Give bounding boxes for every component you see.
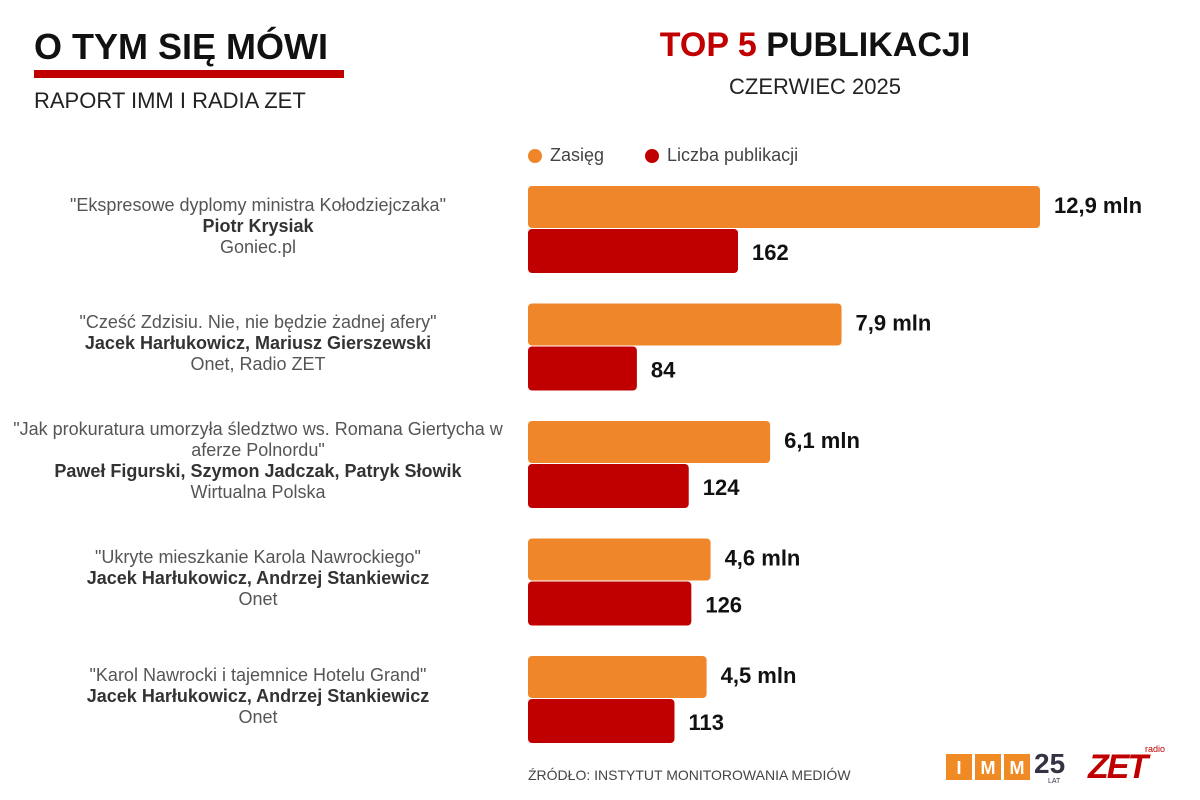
legend-marker [645,149,659,163]
header-subtitle: RAPORT IMM I RADIA ZET [34,88,306,113]
legend-marker [528,149,542,163]
bar [528,581,692,626]
article-title: "Cześć Zdzisiu. Nie, nie będzie żadnej a… [79,312,437,332]
bar [528,421,771,463]
chart-subtitle: CZERWIEC 2025 [729,74,901,99]
title-highlight: TOP 5 [659,26,757,64]
article-outlet: Onet [238,589,278,609]
article-authors: Jacek Harłukowicz, Andrzej Stankiewicz [86,685,430,706]
value-label: 126 [705,592,742,617]
value-label: 6,1 mln [784,428,860,453]
article-outlet: Goniec.pl [219,236,297,257]
bar [528,699,675,743]
article-title: "Ukryte mieszkanie Karola Nawrockiego" [95,547,421,567]
bar [528,303,842,346]
value-label: 84 [651,357,676,382]
bar [528,656,707,698]
logo-imm: M [1004,754,1030,780]
logo-imm: I [946,754,972,780]
article-authors: Paweł Figurski, Szymon Jadczak, Patryk S… [54,461,462,481]
category-label: "Ekspresowe dyplomy ministra Kołodziejcz… [10,186,506,266]
article-authors: Piotr Krysiak [202,215,314,236]
bar [528,186,1040,228]
bar [528,538,711,581]
article-outlet: Wirtualna Polska [190,482,326,502]
legend-label: Zasięg [550,145,604,165]
source: ŹRÓDŁO: INSTYTUT MONITOROWANIA MEDIÓW [528,767,851,783]
article-authors: Jacek Harłukowicz, Mariusz Gierszewski [84,333,432,353]
legend-label: Liczba publikacji [667,145,798,165]
bar [528,464,689,508]
bar [528,229,738,273]
value-label: 12,9 mln [1054,193,1142,218]
article-outlet: Onet [238,706,278,727]
value-label: 113 [688,710,724,735]
article-authors: Jacek Harłukowicz, Andrzej Stankiewicz [86,568,430,588]
value-label: 4,6 mln [725,545,801,570]
logo-zet: ZET [1088,748,1148,786]
header-title: O TYM SIĘ MÓWI [34,26,328,67]
article-title: "Karol Nawrocki i tajemnice Hotelu Grand… [89,664,427,685]
article-title: "Jak prokuratura umorzyła śledztwo ws. R… [13,419,503,460]
bar [528,346,637,391]
header-rule [34,70,344,78]
category-label: "Ukryte mieszkanie Karola Nawrockiego" Ja… [10,539,506,619]
article-title: "Ekspresowe dyplomy ministra Kołodziejcz… [70,194,446,215]
category-label: "Cześć Zdzisiu. Nie, nie będzie żadnej a… [10,304,506,384]
value-label: 4,5 mln [721,663,797,688]
value-label: 7,9 mln [856,310,932,335]
logo-lat: LAT [1048,778,1061,785]
category-label: "Jak prokuratura umorzyła śledztwo ws. R… [10,419,506,502]
title-text: PUBLIKACJI [766,26,971,64]
logo-radio: radio [1145,744,1166,754]
logo-25: 25 [1034,748,1066,779]
value-label: 124 [703,475,740,500]
logo-imm: M [975,754,1001,780]
value-label: 162 [752,240,789,265]
article-outlet: Onet, Radio ZET [190,354,326,374]
category-label: "Karol Nawrocki i tajemnice Hotelu Grand… [10,656,506,736]
chart-title: TOP 5 PUBLIKACJI [560,26,1070,65]
